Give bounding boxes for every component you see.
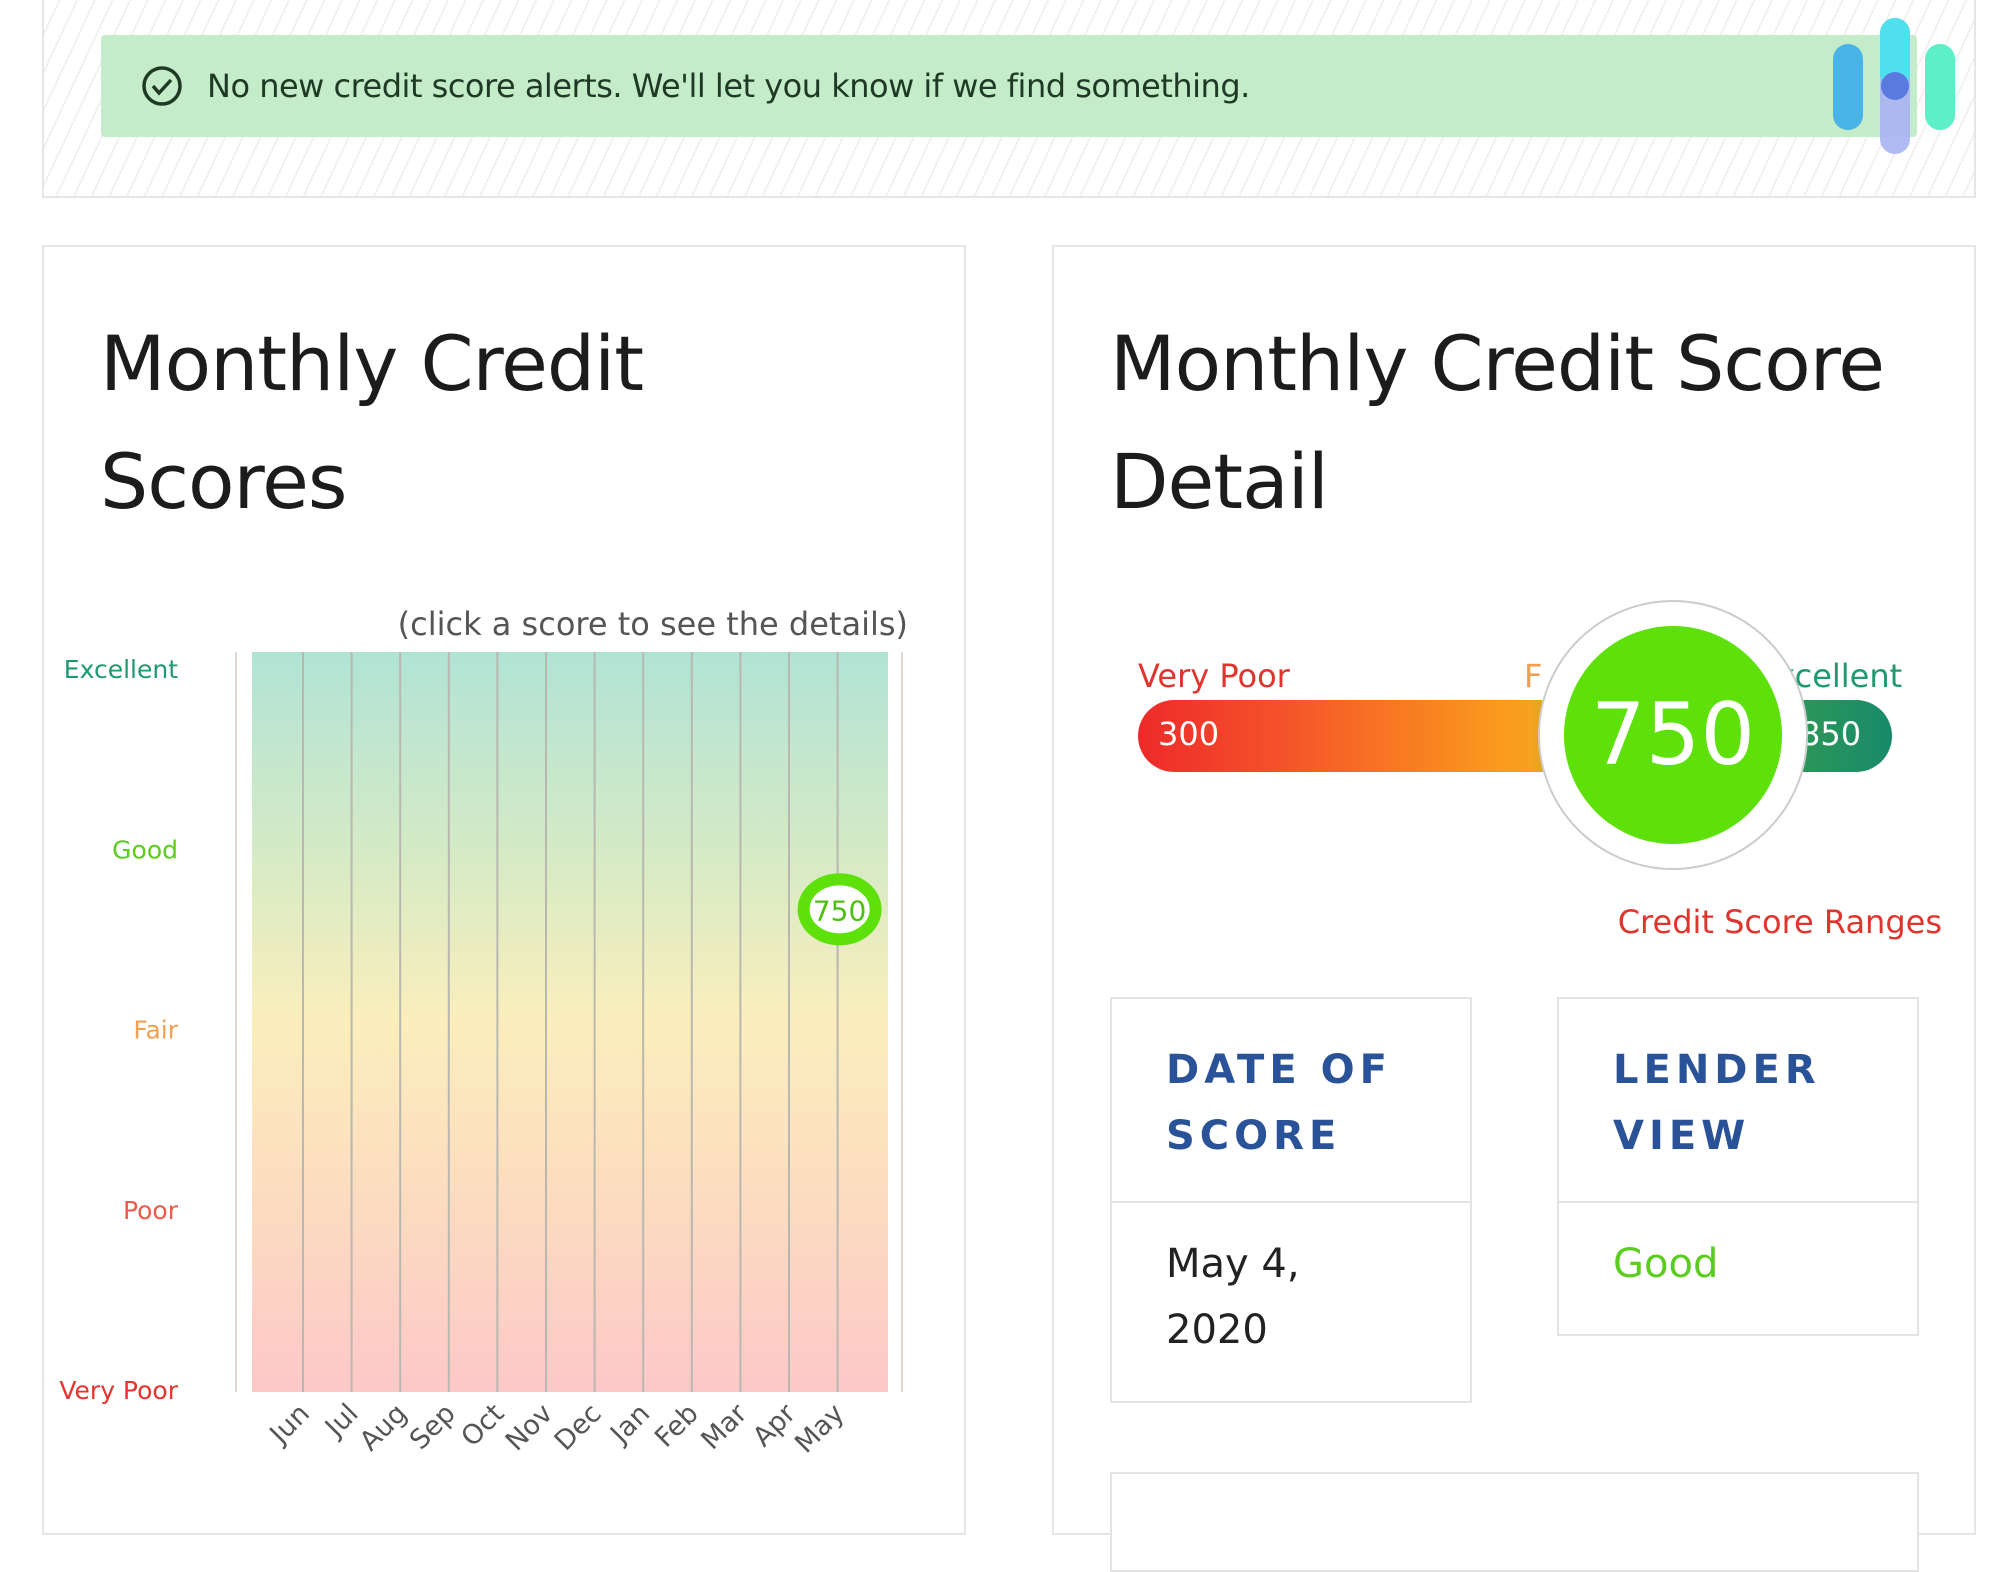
month-label: Nov [500,1398,559,1457]
lender-view-value: Good [1613,1241,1719,1287]
month-label: Oct [455,1398,510,1453]
month-label: Mar [695,1397,754,1456]
header-line: DATE OF [1166,1047,1392,1093]
month-label: Jun [263,1398,316,1451]
title-line: Scores [100,437,347,526]
next-box [1110,1472,1919,1572]
y-tick-label: Very Poor [59,1376,178,1405]
month-label: Jan [603,1398,656,1451]
month-label: May [789,1398,850,1459]
score-detail-card: Monthly Credit Score Detail Very Poor F … [1052,245,1976,1572]
divider [1559,1201,1917,1203]
monthly-scores-card: Monthly Credit Scores (click a score to … [42,245,966,1535]
title-line: Detail [1110,437,1329,526]
check-circle-icon [142,66,182,106]
box-header: DATE OF SCORE [1166,1037,1392,1169]
header-line: SCORE [1166,1113,1342,1159]
divider [1112,1201,1470,1203]
month-label: Apr [747,1397,803,1453]
header-line: VIEW [1613,1113,1751,1159]
lender-view-box: LENDER VIEW Good [1557,997,1919,1336]
month-label: Feb [649,1398,705,1454]
credit-score-ranges-link[interactable]: Credit Score Ranges [1617,903,1942,941]
gauge-max-value: 850 [1800,715,1862,753]
gauge-min-value: 300 [1158,715,1220,753]
gauge-hidden-label: F [1524,657,1543,695]
date-of-score-box: DATE OF SCORE May 4, 2020 [1110,997,1472,1403]
y-tick-label: Poor [123,1196,179,1225]
alert-banner: No new credit score alerts. We'll let yo… [101,35,1917,137]
value-line: 2020 [1166,1307,1268,1353]
month-label: Sep [404,1398,462,1456]
score-circle: 750 [1564,626,1782,844]
month-label: Dec [549,1398,608,1457]
month-label: Aug [354,1398,413,1457]
monthly-scores-title: Monthly Credit Scores [100,305,644,541]
header-line: LENDER [1613,1047,1821,1093]
y-tick-label: Good [112,835,178,864]
value-line: May 4, [1166,1241,1300,1287]
box-header: LENDER VIEW [1613,1037,1821,1169]
score-point[interactable] [797,873,882,946]
score-detail-title: Monthly Credit Score Detail [1110,305,1885,541]
monthly-scores-chart: (click a score to see the details) Excel… [59,605,908,1459]
chart-hint: (click a score to see the details) [398,605,908,643]
alert-message: No new credit score alerts. We'll let yo… [207,67,1250,105]
score-value: 750 [1590,685,1756,785]
y-tick-label: Excellent [64,655,178,684]
gauge-min-label: Very Poor [1138,657,1290,695]
brand-logo [1833,18,1955,154]
score-point-label: 750 [813,894,866,927]
date-value: May 4, 2020 [1166,1231,1300,1363]
title-line: Monthly Credit [100,319,644,408]
score-gauge: Very Poor F Excellent 300 850 750 Credit… [1134,587,1942,967]
alert-card: No new credit score alerts. We'll let yo… [42,0,1976,198]
plot-area [252,652,888,1392]
y-tick-label: Fair [133,1016,178,1045]
title-line: Monthly Credit Score [1110,319,1885,408]
